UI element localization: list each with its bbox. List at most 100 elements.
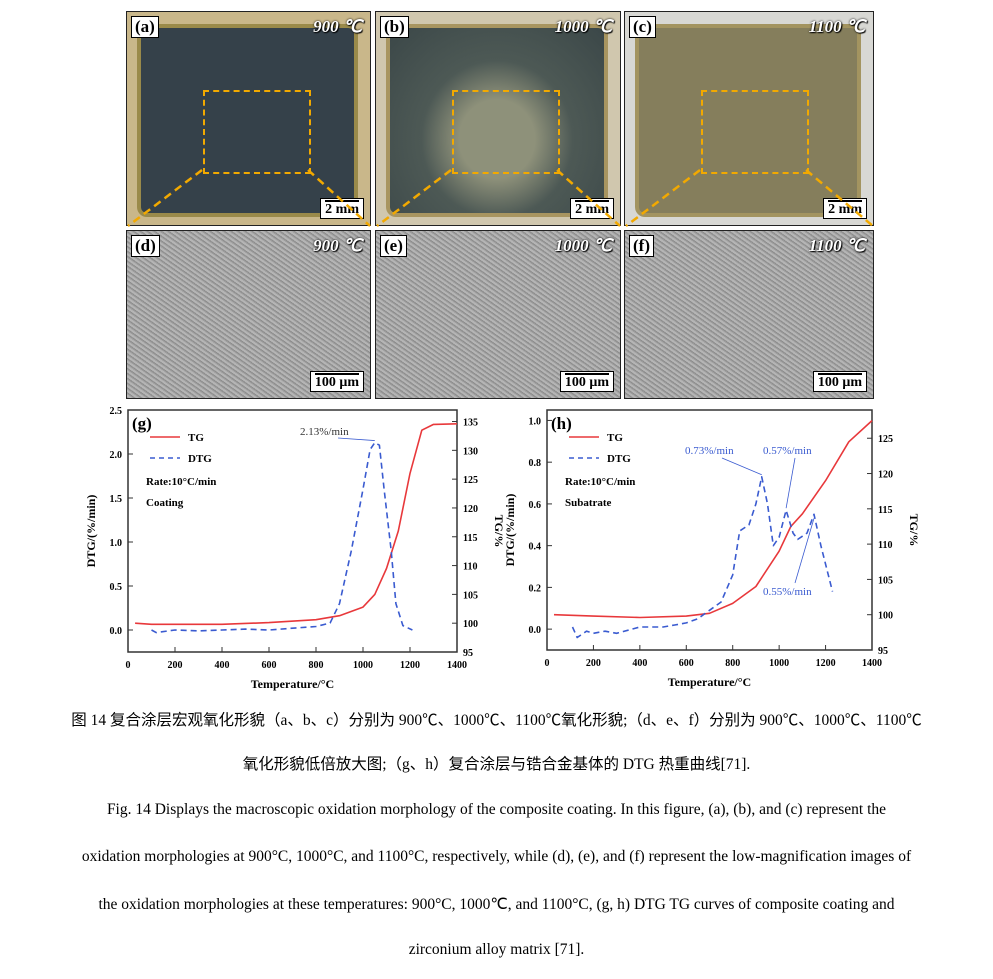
y2-tick-label: 95 [463, 648, 473, 659]
y-tick-label: 2.5 [110, 406, 123, 417]
series-tg [553, 420, 873, 619]
y2-tick-label: 100 [878, 611, 893, 622]
chart-note: Subatrate [565, 497, 612, 509]
y2-tick-label: 120 [878, 470, 893, 481]
x-tick-label: 600 [679, 658, 694, 669]
y-axis-label: DTG/(%/min) [84, 495, 98, 568]
x-tick-label: 200 [168, 660, 183, 671]
scale-bar: 100 μm [309, 371, 364, 392]
caption-en-line-4: zirconium alloy matrix [71]. [408, 941, 585, 958]
x-tick-label: 1000 [769, 658, 789, 669]
chart-note: Coating [146, 497, 184, 509]
panel-label: (c) [629, 16, 656, 38]
panel-label: (e) [380, 235, 407, 257]
panel-label: (d) [131, 235, 160, 257]
panel-label: (b) [380, 16, 409, 38]
chart-note: Rate:10°C/min [565, 476, 635, 488]
y2-tick-label: 125 [878, 434, 893, 445]
temperature-label: 900 ℃ [313, 17, 362, 36]
temperature-label: 1000 ℃ [554, 17, 612, 36]
y-tick-label: 0.8 [529, 458, 542, 469]
caption-zh-line-1: 图 14 复合涂层宏观氧化形貌（a、b、c）分别为 900℃、1000℃、110… [71, 712, 922, 729]
panel-label: (f) [629, 235, 654, 257]
y-tick-label: 0.0 [110, 626, 123, 637]
scale-bar: 2 mm [320, 198, 364, 219]
panel-label: (a) [131, 16, 159, 38]
sem-image-e: (e) 1000 ℃ 100 μm [375, 230, 621, 399]
x-tick-label: 400 [215, 660, 230, 671]
x-tick-label: 200 [586, 658, 601, 669]
y-tick-label: 1.0 [110, 538, 123, 549]
scale-bar: 100 μm [559, 371, 614, 392]
scale-bar: 100 μm [812, 371, 867, 392]
photo-a: (a) 900 ℃ 2 mm [126, 11, 371, 226]
x-axis-label: Temperature/°C [251, 677, 334, 691]
y-axis-label: DTG/(%/min) [503, 494, 517, 567]
y2-tick-label: 100 [463, 619, 478, 630]
y2-tick-label: 95 [878, 646, 888, 657]
y-tick-label: 0.6 [529, 500, 542, 511]
annotation-arrow [794, 518, 815, 584]
photo-b: (b) 1000 ℃ 2 mm [375, 11, 621, 226]
dtg-tg-charts: 0 200 400 600 800 1000 1200 14000.00.51.01.52.0… [84, 406, 921, 691]
x-axis-label: Temperature/°C [668, 675, 751, 689]
plot-frame [127, 409, 458, 653]
legend-entry: DTG [607, 453, 631, 465]
zoom-region-box [701, 90, 809, 174]
y-tick-label: 0.2 [529, 583, 542, 594]
zoom-connector-lines [127, 169, 874, 227]
x-tick-label: 1400 [862, 658, 882, 669]
panel-label: (h) [551, 414, 572, 433]
x-tick-label: 1400 [447, 660, 467, 671]
y2-tick-label: 115 [463, 533, 477, 544]
temperature-label: 1000 ℃ [554, 236, 612, 255]
plot-frame [546, 409, 873, 651]
y2-tick-label: 125 [463, 475, 478, 486]
x-tick-label: 1200 [400, 660, 420, 671]
chart-0: 0 200 400 600 800 1000 1200 1400 0.0 0.5 1.0 1.5 2.0… [84, 406, 506, 691]
chart-1: 0 200 400 600 800 1000 1200 1400 0.0 0.2 0.4 0.6 0.8… [503, 409, 921, 689]
x-tick-label: 400 [632, 658, 647, 669]
scale-bar: 2 mm [823, 198, 867, 219]
x-tick-label: 0 [126, 660, 131, 671]
y-tick-label: 0.4 [529, 542, 542, 553]
zoom-region-box [452, 90, 560, 174]
scale-bar: 2 mm [570, 198, 614, 219]
annotation-label: 2.13%/min [300, 426, 349, 438]
y2-tick-label: 110 [463, 562, 477, 573]
annotation-arrow [785, 457, 796, 509]
legend-entry: DTG [188, 453, 212, 465]
x-tick-label: 0 [545, 658, 550, 669]
y2-axis-label: TG/% [492, 515, 506, 548]
x-tick-label: 800 [725, 658, 740, 669]
temperature-label: 1100 ℃ [808, 236, 865, 255]
caption-en-line-1: Fig. 14 Displays the macroscopic oxidati… [106, 801, 887, 818]
sem-image-f: (f) 1100 ℃ 100 μm [624, 230, 874, 399]
temperature-label: 900 ℃ [313, 236, 362, 255]
y2-tick-label: 110 [878, 540, 892, 551]
annotation-label: 0.57%/min [763, 445, 812, 457]
legend-entry: TG [607, 432, 623, 444]
x-tick-label: 800 [309, 660, 324, 671]
y-tick-label: 1.5 [110, 494, 123, 505]
annotation-label: 0.55%/min [763, 586, 812, 598]
y2-axis-label: TG/% [907, 514, 921, 547]
photo-c: (c) 1100 ℃ 2 mm [624, 11, 874, 226]
temperature-label: 1100 ℃ [808, 17, 865, 36]
annotation-arrow [721, 457, 762, 476]
y-tick-label: 2.0 [110, 450, 123, 461]
zoom-region-box [203, 90, 311, 174]
x-tick-label: 1000 [353, 660, 373, 671]
y2-tick-label: 135 [463, 418, 478, 429]
series-tg [135, 423, 458, 626]
y2-tick-label: 115 [878, 505, 892, 516]
panel-label: (g) [132, 414, 152, 433]
y2-tick-label: 105 [463, 590, 478, 601]
sem-image-d: (d) 900 ℃ 100 μm [126, 230, 371, 399]
y2-tick-label: 120 [463, 504, 478, 515]
legend-entry: TG [188, 432, 204, 444]
x-tick-label: 1200 [816, 658, 836, 669]
y-tick-label: 0.5 [110, 582, 123, 593]
series-dtg [151, 441, 413, 634]
y2-tick-label: 105 [878, 575, 893, 586]
